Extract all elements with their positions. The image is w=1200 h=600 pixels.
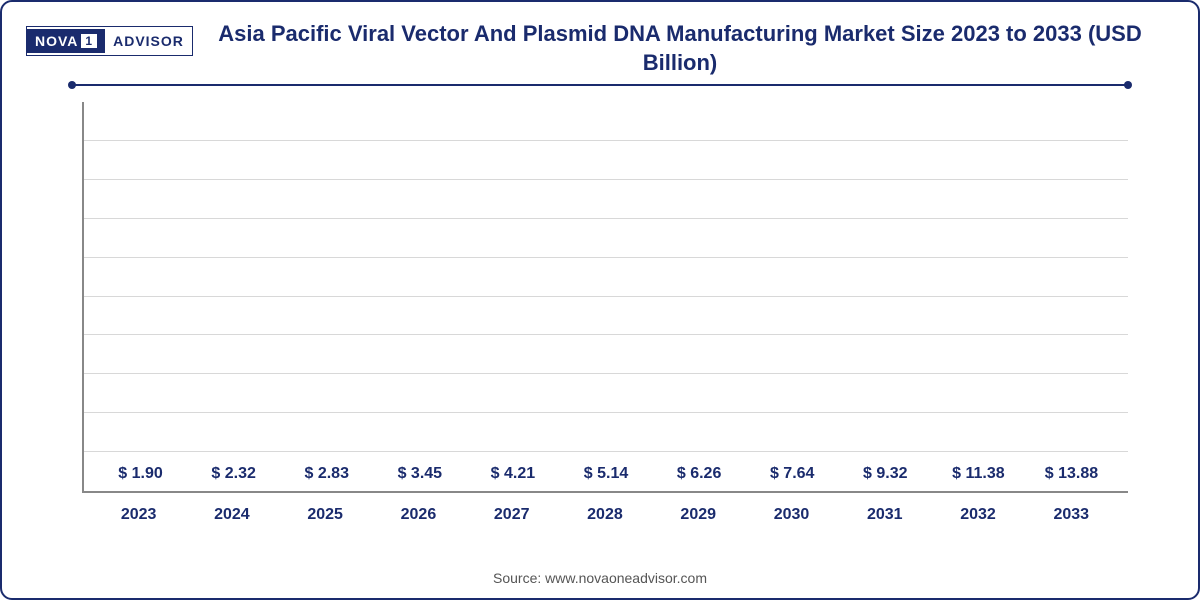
x-axis-label: 2032 [931, 498, 1024, 528]
bar-value-label: $ 9.32 [863, 465, 907, 483]
chart-area: $ 1.90 $ 2.32 $ 2.83 $ 3.45 $ 4.21 $ 5.14 $ 6.… [72, 102, 1128, 528]
x-axis-label: 2033 [1025, 498, 1118, 528]
bar-value-label: $ 2.83 [304, 465, 348, 483]
logo-left-text: NOVA [35, 33, 78, 49]
x-axis-label: 2025 [279, 498, 372, 528]
bar-value-label: $ 5.14 [584, 465, 628, 483]
logo-right-text: ADVISOR [105, 29, 192, 53]
x-axis-label: 2030 [745, 498, 838, 528]
bar-value-label: $ 4.21 [491, 465, 535, 483]
x-axis-label: 2028 [558, 498, 651, 528]
chart-title: Asia Pacific Viral Vector And Plasmid DN… [202, 20, 1158, 77]
source-text: Source: www.novaoneadvisor.com [2, 570, 1198, 586]
bar-value-label: $ 7.64 [770, 465, 814, 483]
x-axis-label: 2029 [652, 498, 745, 528]
x-axis-label: 2023 [92, 498, 185, 528]
logo-number: 1 [81, 34, 97, 48]
bar-value-label: $ 1.90 [118, 465, 162, 483]
bar-value-label: $ 3.45 [398, 465, 442, 483]
title-underline [72, 84, 1128, 86]
x-axis-label: 2027 [465, 498, 558, 528]
logo: NOVA 1 ADVISOR [26, 26, 193, 56]
bar-value-label: $ 11.38 [952, 465, 1005, 483]
logo-left: NOVA 1 [27, 29, 105, 53]
x-axis-label: 2031 [838, 498, 931, 528]
x-axis-label: 2026 [372, 498, 465, 528]
x-axis-label: 2024 [185, 498, 278, 528]
x-axis-labels: 2023202420252026202720282029203020312032… [82, 498, 1128, 528]
bars: $ 1.90 $ 2.32 $ 2.83 $ 3.45 $ 4.21 $ 5.14 $ 6.… [84, 102, 1128, 491]
bar-value-label: $ 6.26 [677, 465, 721, 483]
bar-value-label: $ 13.88 [1045, 465, 1098, 483]
plot: $ 1.90 $ 2.32 $ 2.83 $ 3.45 $ 4.21 $ 5.14 $ 6.… [82, 102, 1128, 493]
bar-value-label: $ 2.32 [211, 465, 255, 483]
